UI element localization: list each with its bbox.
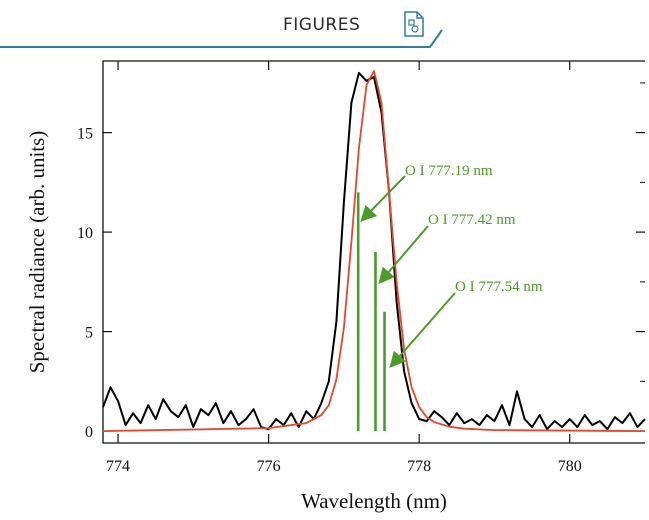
annotation-arrow <box>378 225 429 285</box>
x-tick-label: 776 <box>257 458 281 475</box>
line-annotation: O I 777.54 nm <box>455 279 543 295</box>
measured-spectrum-line <box>102 71 646 431</box>
line-annotation: O I 777.42 nm <box>428 212 516 228</box>
annotation-arrow <box>389 292 456 369</box>
y-tick-label: 0 <box>85 424 93 441</box>
header-title: FIGURES <box>283 15 361 35</box>
x-tick-label: 778 <box>407 458 431 475</box>
figure-document-icon <box>404 11 424 37</box>
x-tick-label: 774 <box>106 458 130 475</box>
figures-header: FIGURES <box>0 0 649 52</box>
plot-frame <box>102 60 645 444</box>
fit-curve-line <box>102 70 646 432</box>
y-axis-title: Spectral radiance (arb. units) <box>25 131 49 374</box>
y-tick-label: 5 <box>85 325 93 342</box>
x-axis-title: Wavelength (nm) <box>301 489 447 513</box>
x-tick-label: 780 <box>558 458 582 475</box>
annotation-arrow <box>360 175 406 222</box>
y-tick-label: 10 <box>77 225 93 242</box>
line-annotation: O I 777.19 nm <box>405 163 493 179</box>
y-tick-label: 15 <box>77 126 93 143</box>
header-divider <box>0 29 443 48</box>
